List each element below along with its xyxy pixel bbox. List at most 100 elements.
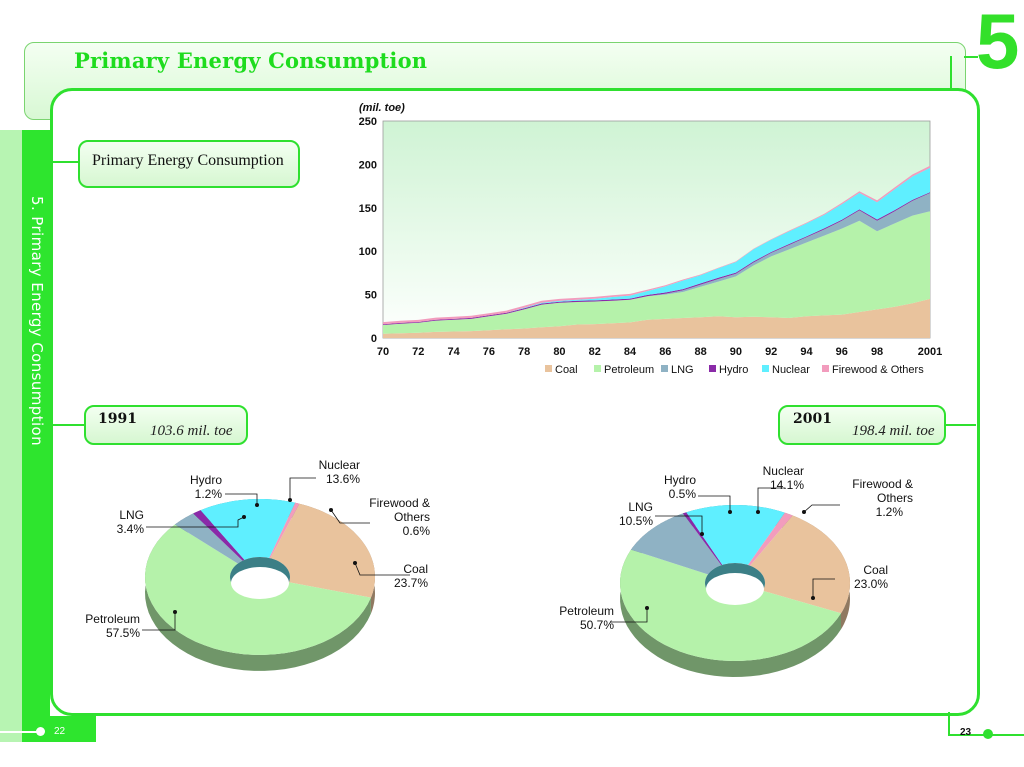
x-tick-label: 70: [377, 346, 389, 358]
label-dot: [811, 596, 815, 600]
x-tick-label: 98: [871, 346, 883, 358]
pie-1991-connector: [50, 424, 86, 426]
donut-slice-firewood-others: [748, 512, 793, 566]
pie-2001-label-box: [778, 405, 946, 445]
slice-percent: 3.4%: [117, 522, 145, 536]
pie-2001-connector: [942, 424, 976, 426]
x-tick-label: 76: [483, 346, 495, 358]
header-connector: [964, 56, 978, 58]
label-leader-line: [757, 487, 785, 512]
slice-percent: 10.5%: [619, 514, 653, 528]
label-dot: [700, 532, 704, 536]
footer-right-line-2: [992, 734, 1024, 736]
slice-percent: 0.6%: [403, 524, 431, 538]
donut-slice-hydro: [683, 512, 723, 566]
label-leader-line: [803, 504, 840, 513]
slice-label: Hydro: [190, 473, 222, 487]
x-tick-label: 82: [589, 346, 601, 358]
footer-left-dot: [36, 727, 45, 736]
footer-left-tab: [22, 716, 96, 742]
x-tick-label: 86: [659, 346, 671, 358]
donut-slice-nuclear: [686, 505, 785, 565]
pie-1991-year: 1991: [98, 411, 137, 427]
x-tick-label: 78: [518, 346, 530, 358]
donut-slice-petroleum: [145, 524, 371, 655]
y-tick-label: 0: [371, 333, 377, 345]
label-leader-line: [812, 578, 835, 598]
y-tick-label: 250: [359, 116, 377, 128]
legend-swatch: [661, 365, 668, 372]
label-leader-line: [610, 608, 648, 623]
section-label-box: [78, 140, 300, 188]
section-connector: [50, 161, 80, 163]
slice-percent: 57.5%: [106, 626, 140, 640]
slice-label: LNG: [628, 500, 653, 514]
slice-label: Coal: [863, 563, 888, 577]
label-dot: [242, 515, 246, 519]
footer-right-dot: [983, 729, 993, 739]
side-tab-strip: [0, 130, 22, 742]
chapter-number: 5: [976, 0, 1020, 85]
label-leader-line: [698, 495, 731, 512]
donut-slice-lng: [175, 513, 243, 564]
donut-slice-nuclear: [200, 499, 296, 560]
x-tick-label: 96: [836, 346, 848, 358]
slice-percent: 23.7%: [394, 576, 428, 590]
slice-percent: 13.6%: [326, 472, 360, 486]
y-tick-label: 150: [359, 203, 377, 215]
legend-swatch: [545, 365, 552, 372]
slice-label: Coal: [403, 562, 428, 576]
donut-slice-lng: [631, 513, 722, 575]
slice-label: Firewood &: [852, 477, 913, 491]
page-number-left: 22: [54, 726, 66, 737]
y-tick-label: 50: [365, 290, 377, 302]
label-leader-line: [142, 612, 176, 631]
slice-label: Nuclear: [763, 464, 804, 478]
x-tick-label: 74: [447, 346, 460, 358]
legend-label: LNG: [671, 364, 694, 376]
legend-label: Petroleum: [604, 364, 654, 376]
pie-2001-year: 2001: [793, 411, 832, 427]
legend-swatch: [762, 365, 769, 372]
label-leader-line: [354, 562, 410, 576]
y-tick-label: 200: [359, 159, 377, 171]
label-leader-line: [225, 493, 258, 505]
page-number-right: 23: [960, 727, 972, 738]
slice-label: LNG: [119, 508, 144, 522]
x-tick-label: 94: [800, 346, 813, 358]
section-label: Primary Energy Consumption: [92, 152, 284, 169]
slice-label: Others: [877, 491, 913, 505]
header-connector-vertical: [950, 56, 952, 90]
legend-label: Hydro: [719, 364, 748, 376]
slice-label: Petroleum: [559, 604, 614, 618]
label-dot: [255, 503, 259, 507]
slice-percent: 14.1%: [770, 478, 804, 492]
slice-label: Petroleum: [85, 612, 140, 626]
x-tick-label: 80: [553, 346, 565, 358]
label-dot: [288, 498, 292, 502]
x-tick-label: 2001: [918, 346, 942, 358]
footer-right-connector: [948, 712, 950, 736]
page-title: Primary Energy Consumption: [74, 48, 428, 73]
side-tab-label: 5. Primary Energy Consumption: [28, 196, 46, 447]
donut-slice-hydro: [193, 510, 245, 561]
slice-percent: 0.5%: [669, 487, 697, 501]
slice-label: Firewood &: [369, 496, 430, 510]
x-tick-label: 92: [765, 346, 777, 358]
legend-label: Firewood & Others: [832, 364, 924, 376]
pie-1991-total: 103.6 mil. toe: [150, 423, 233, 439]
label-dot: [728, 510, 732, 514]
donut-hole: [706, 573, 764, 605]
x-tick-label: 72: [412, 346, 424, 358]
label-dot: [173, 610, 177, 614]
legend-label: Nuclear: [772, 364, 810, 376]
donut-slice-firewood-others: [269, 502, 300, 559]
legend-swatch: [822, 365, 829, 372]
legend-swatch: [709, 365, 716, 372]
slice-label: Nuclear: [319, 458, 360, 472]
legend-swatch: [594, 365, 601, 372]
label-dot: [802, 510, 806, 514]
x-tick-label: 84: [624, 346, 637, 358]
y-tick-label: 100: [359, 246, 377, 258]
